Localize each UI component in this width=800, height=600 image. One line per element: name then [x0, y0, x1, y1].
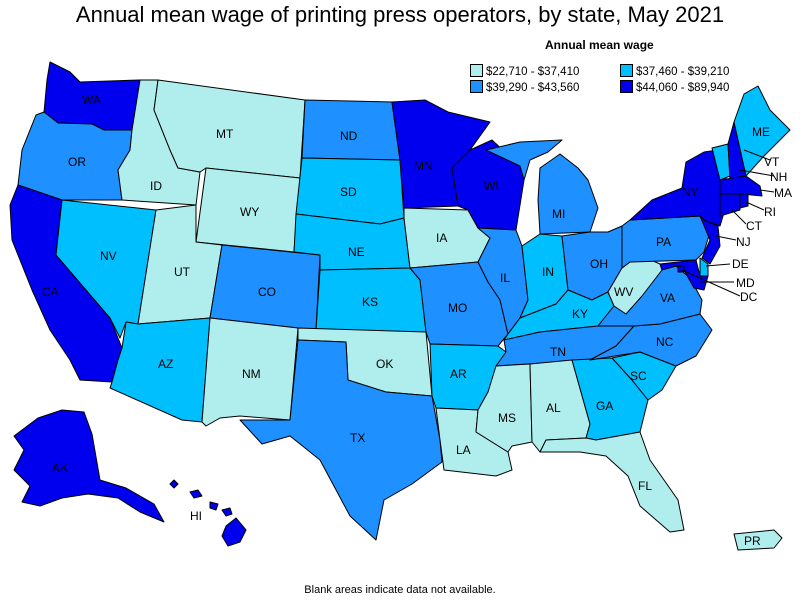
label-SD: SD	[340, 185, 357, 199]
legend-item-3: $39,290 - $43,560	[470, 80, 579, 94]
label-WY: WY	[240, 205, 259, 219]
state-MA[interactable]	[719, 175, 763, 197]
legend-item-1: $22,710 - $37,410	[470, 64, 579, 78]
legend-label-4: $44,060 - $89,940	[636, 82, 730, 94]
state-DC[interactable]	[677, 265, 685, 273]
state-MD[interactable]	[659, 259, 709, 291]
state-HI[interactable]	[169, 479, 247, 547]
state-WI[interactable]	[451, 139, 525, 231]
label-DC: DC	[740, 290, 758, 304]
label-GA: GA	[596, 399, 613, 413]
label-AL: AL	[546, 401, 561, 415]
label-TX: TX	[350, 431, 365, 445]
label-IA: IA	[436, 231, 447, 245]
state-VT[interactable]	[711, 143, 731, 181]
state-FL[interactable]	[539, 431, 685, 533]
label-NH: NH	[770, 170, 787, 184]
label-NM: NM	[242, 367, 261, 381]
label-ND: ND	[340, 129, 358, 143]
label-ID: ID	[150, 179, 162, 193]
label-ME: ME	[752, 125, 770, 139]
leader-NJ	[715, 235, 737, 241]
state-MI[interactable]	[485, 139, 599, 235]
legend-swatch-3	[470, 80, 483, 93]
label-MT: MT	[216, 127, 234, 141]
label-PR: PR	[744, 534, 761, 548]
state-NM[interactable]	[201, 317, 299, 427]
state-NJ[interactable]	[699, 215, 721, 265]
label-CO: CO	[258, 285, 276, 299]
label-OH: OH	[590, 257, 608, 271]
leader-MA	[759, 189, 775, 193]
leader-RI	[745, 201, 765, 211]
state-RI[interactable]	[739, 193, 749, 209]
legend-label-3: $39,290 - $43,560	[486, 82, 580, 94]
legend-item-4: $44,060 - $89,940	[620, 80, 729, 94]
legend-swatch-1	[470, 64, 483, 77]
label-AR: AR	[450, 367, 467, 381]
label-LA: LA	[456, 443, 471, 457]
label-VA: VA	[660, 291, 675, 305]
label-OR: OR	[68, 155, 86, 169]
map-title: Annual mean wage of printing press opera…	[75, 2, 725, 27]
label-WV: WV	[614, 285, 633, 299]
legend-title: Annual mean wage	[545, 38, 654, 52]
state-TX[interactable]	[239, 339, 443, 541]
label-PA: PA	[656, 235, 671, 249]
leader-DE	[705, 263, 731, 267]
label-MO: MO	[448, 301, 467, 315]
label-DE: DE	[732, 257, 749, 271]
label-CT: CT	[746, 219, 763, 233]
label-KY: KY	[572, 307, 588, 321]
label-HI: HI	[190, 509, 202, 523]
state-AK[interactable]	[13, 409, 165, 523]
label-TN: TN	[550, 345, 566, 359]
label-FL: FL	[638, 479, 652, 493]
label-MN: MN	[414, 159, 433, 173]
label-AZ: AZ	[158, 357, 173, 371]
label-OK: OK	[376, 357, 393, 371]
footnote: Blank areas indicate data not available.	[304, 584, 496, 596]
label-UT: UT	[174, 265, 191, 279]
label-IL: IL	[500, 271, 510, 285]
label-AK: AK	[52, 461, 68, 475]
label-WI: WI	[484, 179, 499, 193]
label-CA: CA	[42, 285, 59, 299]
leader-NH	[739, 169, 775, 177]
legend-swatch-4	[620, 80, 633, 93]
label-MS: MS	[498, 411, 516, 425]
label-MA: MA	[774, 186, 792, 200]
label-IN: IN	[542, 265, 554, 279]
state-CT[interactable]	[719, 193, 741, 217]
label-WA: WA	[82, 93, 101, 107]
label-KS: KS	[362, 295, 378, 309]
state-ME[interactable]	[733, 85, 791, 177]
label-NC: NC	[656, 335, 674, 349]
label-NE: NE	[348, 245, 365, 259]
legend-label-2: $37,460 - $39,210	[636, 66, 730, 78]
label-VT: VT	[764, 155, 780, 169]
leader-DC	[681, 269, 741, 297]
leader-CT	[731, 209, 747, 225]
legend-label-1: $22,710 - $37,410	[486, 66, 580, 78]
state-PR[interactable]	[733, 529, 783, 551]
legend-swatch-2	[620, 64, 633, 77]
legend-item-2: $37,460 - $39,210	[620, 64, 729, 78]
label-RI: RI	[764, 205, 776, 219]
state-NY[interactable]	[629, 149, 727, 227]
leader-VT	[743, 149, 771, 161]
label-NJ: NJ	[736, 235, 751, 249]
label-NY: NY	[682, 185, 699, 199]
label-NV: NV	[100, 249, 117, 263]
label-SC: SC	[630, 369, 647, 383]
label-MD: MD	[736, 276, 755, 290]
label-MI: MI	[552, 207, 565, 221]
